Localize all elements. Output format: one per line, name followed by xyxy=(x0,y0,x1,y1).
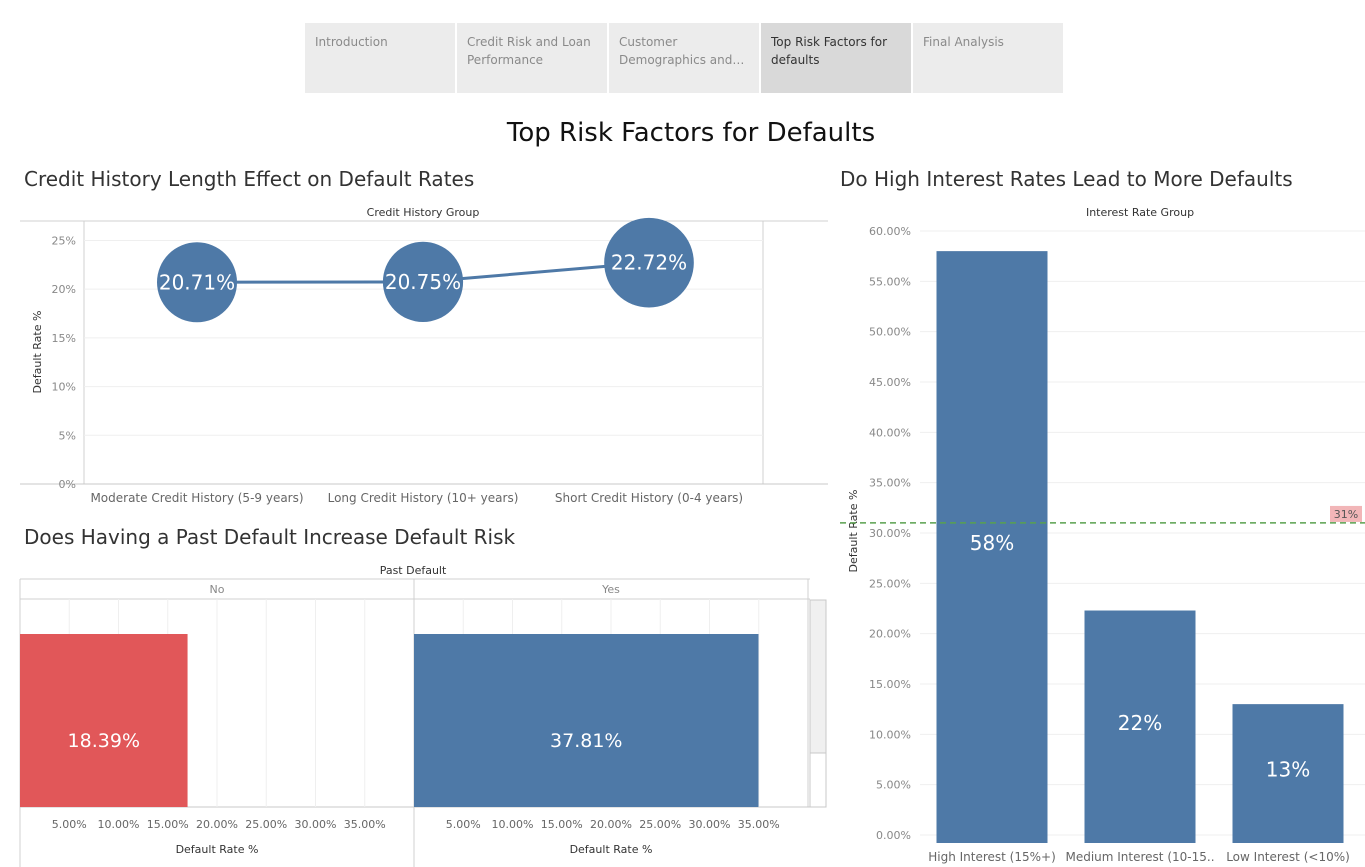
x-tick-label: 10.00% xyxy=(492,818,534,831)
x-tick-label: Long Credit History (10+ years) xyxy=(328,491,519,505)
story-navigation: Introduction Credit Risk and Loan Perfor… xyxy=(305,23,1063,93)
bar-label: 58% xyxy=(970,531,1014,555)
tab-top-risk-factors[interactable]: Top Risk Factors for defaults xyxy=(761,23,911,93)
credit-history-chart: Credit History Group 0% 5% 10% 15% 20% 25% Defa… xyxy=(20,206,828,505)
y-tick-label: 20% xyxy=(52,283,76,296)
bar xyxy=(414,634,759,807)
reference-label: 31% xyxy=(1334,508,1358,521)
y-tick-label: 50.00% xyxy=(869,326,911,339)
x-tick-label: 15.00% xyxy=(147,818,189,831)
credit-history-title: Credit History Length Effect on Default … xyxy=(24,167,475,191)
credit-history-header: Credit History Group xyxy=(367,206,480,219)
x-tick-label: 35.00% xyxy=(344,818,386,831)
x-tick-label: Medium Interest (10-15.. xyxy=(1065,850,1214,864)
past-default-title: Does Having a Past Default Increase Defa… xyxy=(24,525,516,549)
bar-label: 18.39% xyxy=(68,730,140,752)
data-point xyxy=(604,217,694,308)
y-tick-label: 40.00% xyxy=(869,426,911,439)
y-axis-title: Default Rate % xyxy=(31,311,44,394)
interest-rate-chart: Interest Rate Group 0.00% 5.00% 10.00% 15.00… xyxy=(840,206,1365,864)
y-tick-label: 10% xyxy=(52,381,76,394)
bar xyxy=(936,251,1048,844)
y-tick-label: 15.00% xyxy=(869,678,911,691)
y-tick-label: 15% xyxy=(52,332,76,345)
y-tick-label: 5.00% xyxy=(876,779,911,792)
x-tick-label: Low Interest (<10%) xyxy=(1226,850,1350,864)
x-tick-label: 5.00% xyxy=(52,818,87,831)
y-tick-label: 5% xyxy=(59,429,76,442)
y-tick-label: 55.00% xyxy=(869,275,911,288)
tab-introduction[interactable]: Introduction xyxy=(305,23,455,93)
bar-label: 13% xyxy=(1266,758,1310,782)
y-tick-label: 10.00% xyxy=(869,728,911,741)
scrollbar-thumb[interactable] xyxy=(809,752,827,808)
reference-label-bg xyxy=(1330,505,1362,522)
x-tick-label: 25.00% xyxy=(245,818,287,831)
past-default-chart: Past Default No 5.00% 10.00% 15.00% 20.00% 25.… xyxy=(19,564,827,867)
bar xyxy=(20,634,188,807)
bar xyxy=(1084,610,1196,843)
data-label: 22.72% xyxy=(611,251,687,275)
x-tick-label: 10.00% xyxy=(98,818,140,831)
page-title: Top Risk Factors for Defaults xyxy=(506,118,876,148)
x-tick-label: High Interest (15%+) xyxy=(928,850,1056,864)
x-tick-label: 5.00% xyxy=(446,818,481,831)
y-tick-label: 45.00% xyxy=(869,376,911,389)
x-tick-label: 30.00% xyxy=(689,818,731,831)
y-tick-label: 25% xyxy=(52,234,76,247)
past-default-header: Past Default xyxy=(380,564,447,577)
x-tick-label: Short Credit History (0-4 years) xyxy=(555,491,743,505)
data-label: 20.75% xyxy=(385,270,461,294)
x-axis-title: Default Rate % xyxy=(570,843,653,856)
interest-rate-title: Do High Interest Rates Lead to More Defa… xyxy=(840,167,1293,191)
data-label: 20.71% xyxy=(159,270,235,294)
tab-credit-risk[interactable]: Credit Risk and Loan Performance xyxy=(457,23,607,93)
bar-label: 22% xyxy=(1118,711,1162,735)
y-tick-label: 25.00% xyxy=(869,577,911,590)
x-tick-label: 15.00% xyxy=(541,818,583,831)
y-tick-label: 20.00% xyxy=(869,628,911,641)
tab-final-analysis[interactable]: Final Analysis xyxy=(913,23,1063,93)
data-point xyxy=(382,241,464,322)
x-tick-label: Moderate Credit History (5-9 years) xyxy=(90,491,303,505)
y-tick-label: 30.00% xyxy=(869,527,911,540)
bar-label: 37.81% xyxy=(550,730,622,752)
x-tick-label: 20.00% xyxy=(196,818,238,831)
x-tick-label: 20.00% xyxy=(590,818,632,831)
x-axis-title: Default Rate % xyxy=(176,843,259,856)
interest-rate-header: Interest Rate Group xyxy=(1086,206,1194,219)
x-tick-label: 30.00% xyxy=(295,818,337,831)
y-tick-label: 35.00% xyxy=(869,477,911,490)
column-header-yes: Yes xyxy=(601,583,620,596)
y-axis-title: Default Rate % xyxy=(847,490,860,573)
x-tick-label: 25.00% xyxy=(639,818,681,831)
data-point xyxy=(157,242,237,323)
x-tick-label: 35.00% xyxy=(738,818,780,831)
y-tick-label: 0% xyxy=(59,478,76,491)
column-header-no: No xyxy=(210,583,225,596)
bar xyxy=(1232,704,1344,843)
tab-customer-demographics[interactable]: Customer Demographics and Ri.. xyxy=(609,23,759,93)
y-tick-label: 0.00% xyxy=(876,829,911,842)
y-tick-label: 60.00% xyxy=(869,225,911,238)
